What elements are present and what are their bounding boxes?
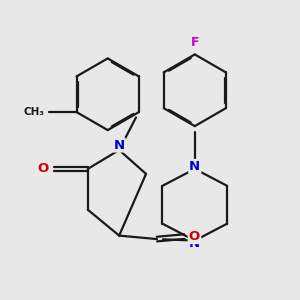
Text: N: N	[114, 139, 125, 152]
Text: N: N	[189, 160, 200, 173]
Text: N: N	[189, 237, 200, 250]
Text: O: O	[189, 230, 200, 243]
Text: O: O	[38, 162, 49, 176]
Text: F: F	[190, 35, 199, 49]
Text: CH₃: CH₃	[24, 107, 45, 117]
